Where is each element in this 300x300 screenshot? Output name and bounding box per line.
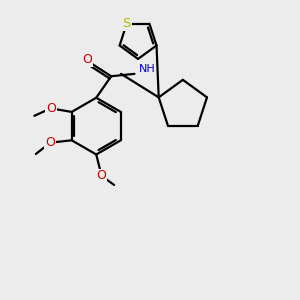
- Text: NH: NH: [139, 64, 155, 74]
- Text: O: O: [82, 53, 92, 66]
- Text: O: O: [46, 102, 56, 115]
- Text: O: O: [97, 169, 106, 182]
- Text: S: S: [122, 17, 131, 30]
- Text: O: O: [45, 136, 55, 149]
